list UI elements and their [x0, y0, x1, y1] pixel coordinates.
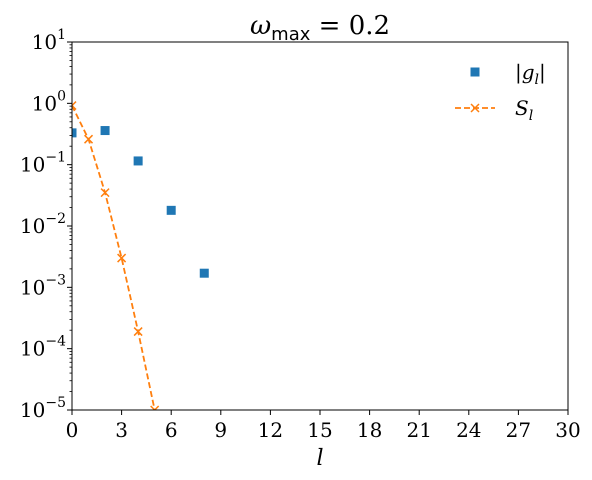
y-tick-base: 10 — [20, 398, 45, 422]
axes-frame — [71, 41, 569, 411]
title-symbol: ω — [250, 11, 271, 41]
y-tick-exponent: 1 — [57, 27, 66, 43]
data-point — [133, 327, 143, 337]
data-point — [150, 405, 160, 410]
legend-marker — [470, 103, 480, 113]
y-tick-exponent: −2 — [45, 211, 66, 227]
x-tick-label: 3 — [115, 418, 128, 442]
x-tick-label: 15 — [307, 418, 332, 442]
y-tick-exponent: −5 — [45, 395, 66, 411]
x-tick-label: 24 — [456, 418, 481, 442]
series-s-l — [72, 101, 160, 410]
data-point — [100, 188, 110, 198]
data-point — [166, 205, 176, 215]
legend-label: |gl| — [515, 60, 546, 88]
series-line — [72, 105, 156, 410]
y-tick-base: 10 — [32, 30, 57, 54]
data-point — [100, 126, 110, 136]
legend-marker — [470, 67, 480, 77]
series-g-l — [72, 126, 209, 278]
y-tick-label: 100 — [32, 88, 66, 115]
y-tick-exponent: −1 — [45, 150, 66, 166]
legend: |gl| Sl — [455, 60, 546, 124]
x-tick-label: 6 — [165, 418, 178, 442]
y-tick-exponent: −3 — [45, 272, 66, 288]
data-point — [84, 134, 94, 144]
y-tick-base: 10 — [20, 275, 45, 299]
x-tick-label: 27 — [506, 418, 531, 442]
data-point — [117, 253, 127, 263]
y-tick-base: 10 — [20, 337, 45, 361]
data-point — [133, 156, 143, 166]
legend-label: Sl — [515, 96, 533, 124]
y-tick-label: 10−2 — [20, 211, 66, 238]
x-axis-label: l — [316, 446, 323, 471]
plot-area — [72, 101, 209, 410]
x-tick-label: 21 — [406, 418, 431, 442]
data-point — [72, 128, 77, 138]
x-tick-label: 30 — [555, 418, 580, 442]
x-tick-label: 18 — [357, 418, 382, 442]
y-tick-base: 10 — [20, 153, 45, 177]
y-tick-label: 10−3 — [20, 272, 66, 299]
y-tick-label: 101 — [32, 27, 66, 54]
data-point — [199, 268, 209, 278]
x-tick-label: 0 — [66, 418, 79, 442]
legend-item: Sl — [455, 96, 533, 124]
title-value: = 0.2 — [310, 11, 390, 41]
y-tick-base: 10 — [32, 91, 57, 115]
y-tick-base: 10 — [20, 214, 45, 238]
title-subscript: max — [271, 24, 311, 45]
y-tick-label: 10−4 — [20, 334, 66, 361]
y-tick-exponent: 0 — [57, 88, 66, 104]
x-axis: 0 3 6 9 12 15 18 21 24 27 30 — [66, 410, 581, 442]
x-tick-label: 9 — [214, 418, 227, 442]
legend-item: |gl| — [470, 60, 546, 88]
data-point — [72, 101, 77, 111]
y-tick-label: 10−1 — [20, 150, 66, 177]
x-tick-label: 12 — [258, 418, 283, 442]
y-tick-exponent: −4 — [45, 334, 66, 350]
y-tick-label: 10−5 — [20, 395, 66, 422]
chart-title: ωmax = 0.2 — [250, 11, 390, 45]
